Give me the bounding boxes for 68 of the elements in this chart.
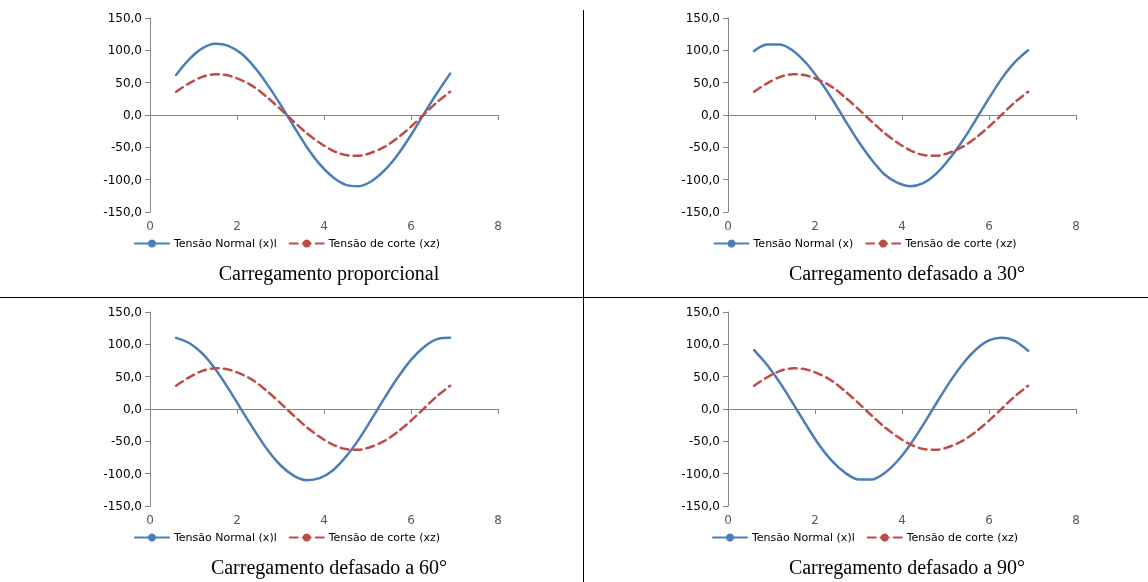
legend-label: Tensão Normal (x)l	[172, 237, 277, 250]
x-tick-label: 8	[1072, 513, 1080, 527]
legend-label: Tensão de corte (xz)	[904, 237, 1017, 250]
legend-label: Tensão Normal (x)l	[750, 531, 855, 544]
y-tick-label: -50,0	[110, 434, 142, 449]
y-tick-label: 0,0	[122, 402, 142, 416]
legend-label: Tensão de corte (xz)	[905, 531, 1019, 544]
y-tick-label: -150,0	[681, 205, 720, 219]
x-tick-label: 6	[985, 513, 993, 527]
x-tick-label: 0	[146, 513, 154, 527]
y-tick-label: 100,0	[685, 43, 720, 58]
x-tick-label: 0	[724, 219, 732, 233]
line-series	[752, 336, 1030, 481]
text: Carregamento defasado a 30°	[788, 262, 1026, 285]
text: Carregamento defasado a 60°	[210, 556, 448, 579]
line-series	[752, 367, 1030, 451]
x-tick-label: 6	[407, 513, 415, 527]
y-tick-label: -50,0	[688, 434, 720, 449]
y-tick-label: 0,0	[122, 108, 142, 122]
line-series	[174, 367, 452, 451]
y-tick-label: -100,0	[103, 172, 142, 187]
x-tick-label: 8	[494, 513, 502, 527]
x-tick-label: 4	[320, 219, 328, 233]
x-tick-label: 6	[407, 219, 415, 233]
line-series	[752, 73, 1030, 157]
y-tick-label: -150,0	[103, 499, 142, 513]
x-tick-label: 2	[811, 513, 819, 527]
y-tick-label: 100,0	[107, 43, 142, 58]
y-tick-label: 0,0	[700, 108, 720, 122]
y-tick-label: 150,0	[107, 11, 142, 25]
y-tick-label: 50,0	[693, 75, 720, 90]
y-tick-label: -50,0	[110, 140, 142, 155]
text: Carregamento defasado a 90°	[788, 556, 1026, 579]
x-tick-label: 0	[146, 219, 154, 233]
y-tick-label: 0,0	[700, 402, 720, 416]
y-tick-label: 150,0	[685, 11, 720, 25]
legend-label: Tensão Normal (x)l	[172, 531, 277, 544]
x-tick-label: 6	[985, 219, 993, 233]
y-tick-label: 100,0	[685, 337, 720, 352]
x-tick-label: 4	[898, 513, 906, 527]
y-tick-label: -150,0	[103, 205, 142, 219]
line-series	[174, 336, 452, 482]
y-tick-label: -100,0	[681, 172, 720, 187]
x-tick-label: 2	[233, 219, 241, 233]
line-series	[174, 42, 452, 188]
y-tick-label: 100,0	[107, 337, 142, 352]
x-tick-label: 4	[320, 513, 328, 527]
x-tick-label: 4	[898, 219, 906, 233]
y-tick-label: 150,0	[107, 305, 142, 319]
legend-label: Tensão de corte (xz)	[327, 237, 441, 250]
line-series	[174, 73, 452, 157]
y-tick-label: -100,0	[681, 466, 720, 481]
x-tick-label: 8	[1072, 219, 1080, 233]
y-tick-label: 50,0	[693, 369, 720, 384]
y-tick-label: -100,0	[103, 466, 142, 481]
x-tick-label: 2	[233, 513, 241, 527]
text: Carregamento proporcional	[218, 262, 440, 285]
legend-label: Tensão Normal (x)	[752, 237, 854, 250]
y-tick-label: 50,0	[115, 75, 142, 90]
legend-label: Tensão de corte (xz)	[327, 531, 441, 544]
x-tick-label: 0	[724, 513, 732, 527]
x-tick-label: 2	[811, 219, 819, 233]
y-tick-label: -150,0	[681, 499, 720, 513]
line-series	[752, 43, 1030, 188]
x-tick-label: 8	[494, 219, 502, 233]
y-tick-label: 150,0	[685, 305, 720, 319]
y-tick-label: 50,0	[115, 369, 142, 384]
y-tick-label: -50,0	[688, 140, 720, 155]
